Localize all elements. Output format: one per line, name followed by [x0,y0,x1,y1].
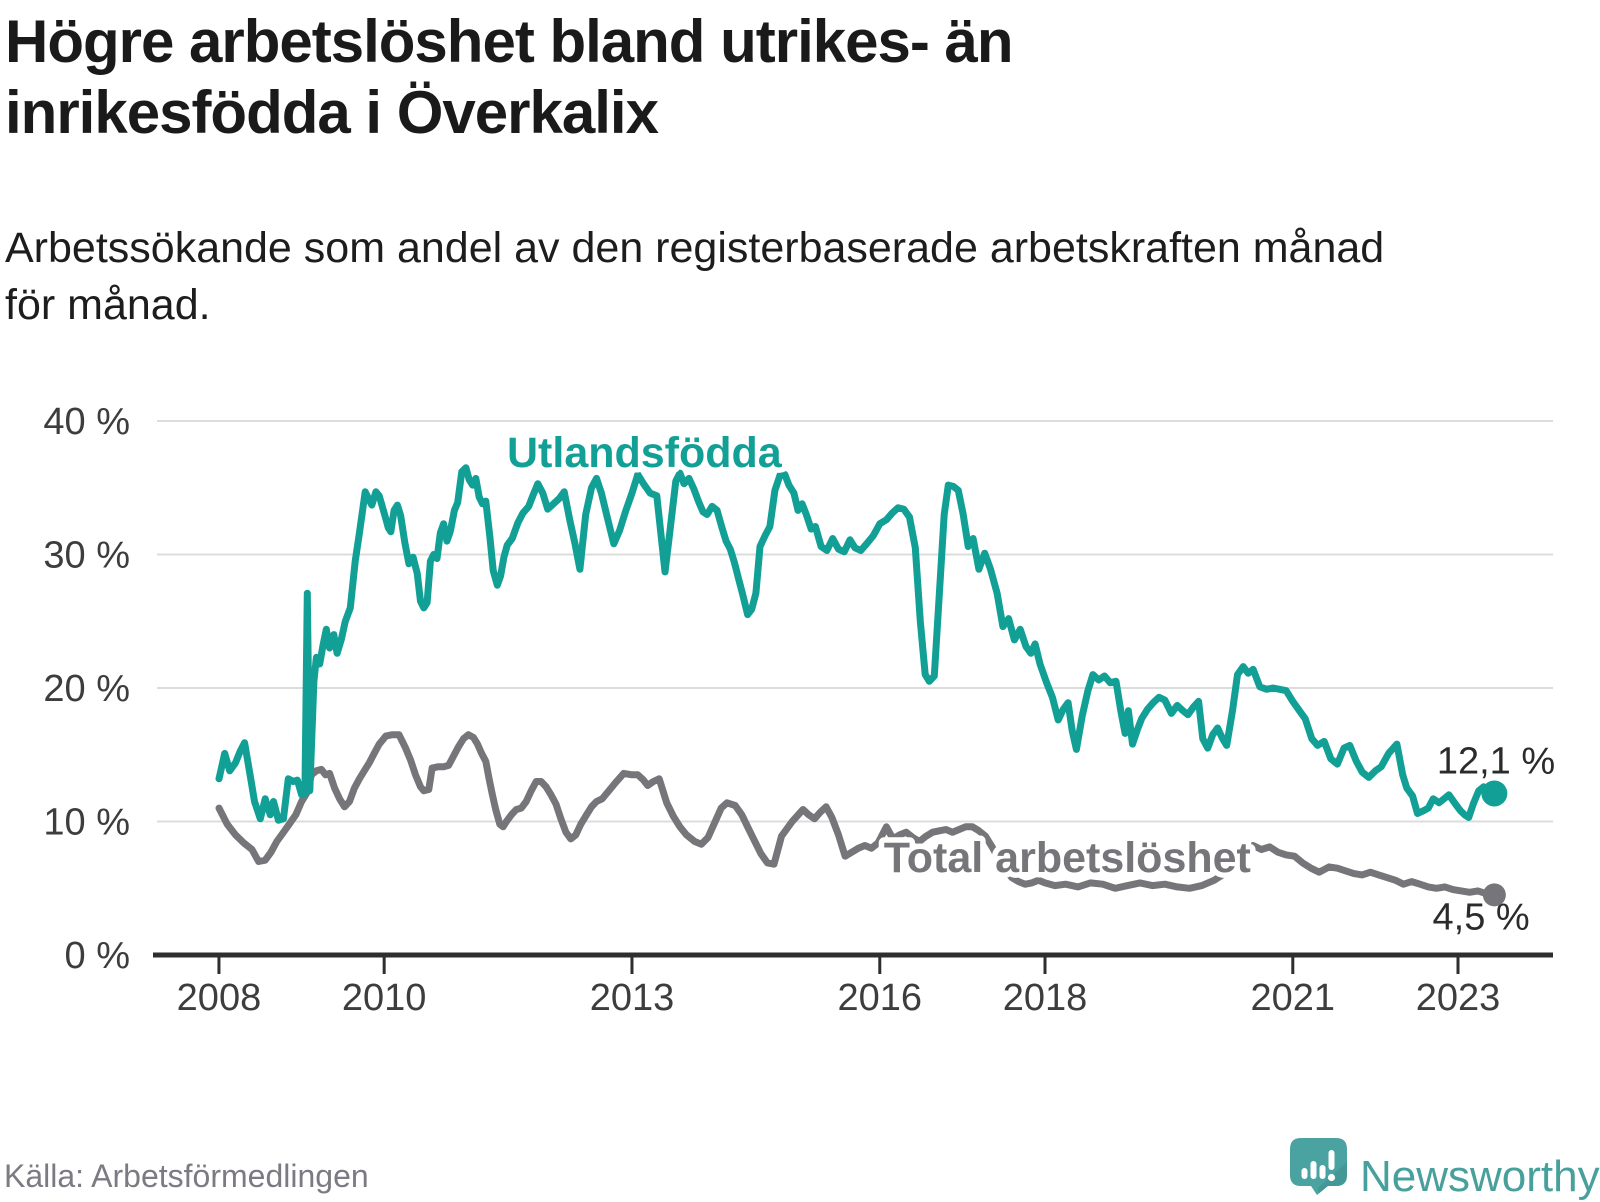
x-axis-label-2018: 2018 [1003,977,1088,1019]
brand-wordmark: Newsworthy [1360,1152,1600,1201]
x-axis-label-2013: 2013 [590,977,675,1019]
y-axis-label-0: 0 % [65,935,130,977]
newsworthy-logo-icon [1290,1138,1347,1195]
source-credit: Källa: Arbetsförmedlingen [4,1158,369,1194]
bar-chart-icon [1301,1150,1336,1182]
y-axis-label-30: 30 % [43,535,130,577]
series-line-total-arbetsl-shet [215,731,1498,899]
series-line-utlandsf-dda [215,464,1498,824]
x-axis-label-2021: 2021 [1251,977,1336,1019]
y-axis-label-20: 20 % [43,668,130,710]
page-title: Högre arbetslöshet bland utrikes- än inr… [5,6,1014,148]
annotation-12,1-: 12,1 % [1437,740,1555,782]
annotation-4,5-: 4,5 % [1433,897,1530,939]
x-axis-label-2016: 2016 [838,977,923,1019]
x-axis-label-2010: 2010 [342,977,427,1019]
title-line-1: Högre arbetslöshet bland utrikes- än [5,8,1014,75]
y-axis-label-40: 40 % [43,401,130,443]
x-axis-label-2023: 2023 [1416,977,1501,1019]
x-axis-label-2008: 2008 [177,977,262,1019]
title-line-2: inrikesfödda i Överkalix [5,79,659,146]
y-axis-label-10: 10 % [43,802,130,844]
subtitle-line-1: Arbetssökande som andel av den registerb… [5,224,1385,272]
annotation-utlandsf-dda: Utlandsfödda [507,429,783,477]
subtitle-line-2: för månad. [5,281,211,329]
end-dot-total-arbetsl-shet [1482,883,1506,907]
newsworthy-brand: Newsworthy [1290,1138,1600,1201]
end-dot-utlandsf-dda [1481,780,1508,807]
annotation-total-arbetsl-shet: Total arbetslöshet [884,834,1251,882]
chart-subtitle: Arbetssökande som andel av den registerb… [5,220,1384,334]
speech-bubble-shape [1290,1138,1347,1195]
